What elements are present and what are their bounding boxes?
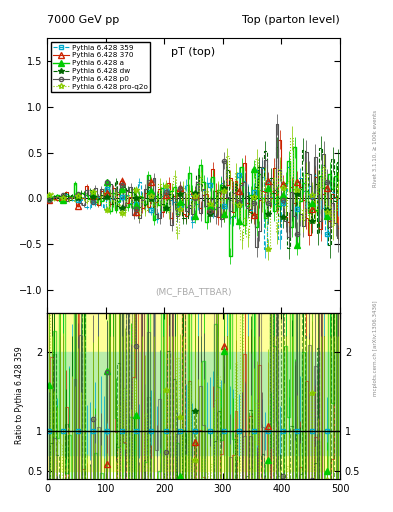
Text: pT (top): pT (top) (171, 47, 216, 57)
Bar (47, 352, 340, 455)
Text: mcplots.cern.ch [arXiv:1306.3436]: mcplots.cern.ch [arXiv:1306.3436] (373, 301, 378, 396)
Text: (MC_FBA_TTBAR): (MC_FBA_TTBAR) (155, 287, 232, 296)
Bar (47, 312, 340, 471)
Legend: Pythia 6.428 359, Pythia 6.428 370, Pythia 6.428 a, Pythia 6.428 dw, Pythia 6.42: Pythia 6.428 359, Pythia 6.428 370, Pyth… (51, 42, 151, 93)
Text: Rivet 3.1.10, ≥ 100k events: Rivet 3.1.10, ≥ 100k events (373, 110, 378, 187)
Text: Top (parton level): Top (parton level) (242, 14, 340, 25)
Y-axis label: Ratio to Pythia 6.428 359: Ratio to Pythia 6.428 359 (15, 347, 24, 444)
Text: 7000 GeV pp: 7000 GeV pp (47, 14, 119, 25)
